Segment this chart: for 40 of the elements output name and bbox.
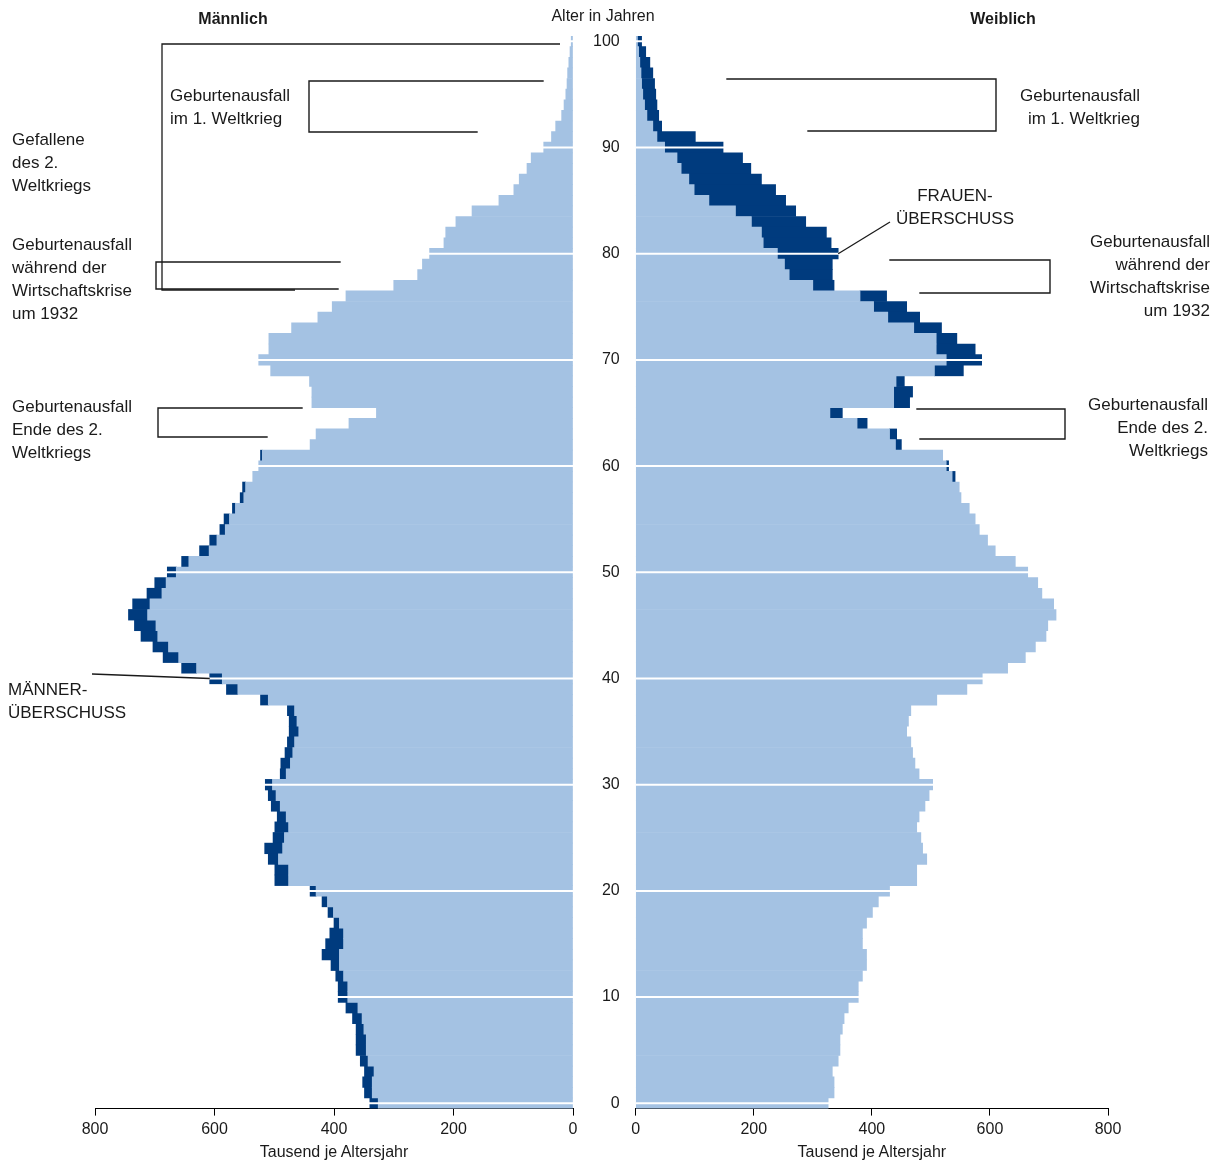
x-tick-label: 400 xyxy=(858,1119,886,1137)
y-tick-label: 40 xyxy=(601,668,620,686)
x-tick-label: 0 xyxy=(568,1119,578,1137)
y-tick-label: 80 xyxy=(601,244,620,262)
y-tick-label: 50 xyxy=(601,562,620,580)
y-tick-label: 60 xyxy=(601,456,620,474)
x-tick-label: 800 xyxy=(81,1119,109,1137)
x-tick-label: 200 xyxy=(740,1119,768,1137)
x-axis-title: Tausend je Altersjahr xyxy=(259,1142,409,1160)
x-tick-label: 0 xyxy=(631,1119,641,1137)
x-tick-label: 800 xyxy=(1094,1119,1122,1137)
text: Gefallene des 2. Weltkriegs xyxy=(12,129,93,197)
y-tick-label: 90 xyxy=(601,137,620,155)
y-tick-label: 100 xyxy=(592,31,620,49)
y-tick-label: 30 xyxy=(601,775,620,793)
x-axis-title: Tausend je Altersjahr xyxy=(797,1142,947,1160)
annotation: Geburtenausfall im 1. Weltkrieg xyxy=(1018,85,1140,130)
bar xyxy=(209,534,218,547)
x-tick-label: 600 xyxy=(201,1119,228,1137)
annotation: Geburtenausfall Ende des 2. Weltkriegs xyxy=(1088,394,1209,462)
annotation: Geburtenausfall im 1. Weltkrieg xyxy=(170,85,292,130)
bar xyxy=(181,662,197,674)
x-tick-label: 200 xyxy=(440,1119,467,1137)
annotation: MÄNNER-ÜBERSCHUSS xyxy=(8,679,128,724)
annotation: Geburtenausfall während der Wirtschaftskrise um 1932 xyxy=(12,234,134,325)
y-axis-title: Alter in Jahren xyxy=(550,7,656,25)
annotation: Geburtenausfall während der Wirtschaftskrise um 1932 xyxy=(1088,231,1210,322)
y-tick-label: 20 xyxy=(601,881,620,899)
y-tick-label: 70 xyxy=(601,350,620,368)
bar xyxy=(199,545,210,557)
x-tick-label: 600 xyxy=(976,1119,1004,1137)
chart-title: Weiblich xyxy=(969,10,1037,28)
chart-title: Männlich xyxy=(197,10,269,28)
annotation: FRAUEN-ÜBERSCHUSS xyxy=(894,185,1016,230)
y-tick-label: 0 xyxy=(610,1093,620,1111)
y-tick-label: 10 xyxy=(601,987,620,1005)
annotation: Geburtenausfall Ende des 2. Weltkriegs xyxy=(12,396,133,464)
bar xyxy=(856,417,868,430)
bar xyxy=(226,683,239,695)
x-tick-label: 400 xyxy=(320,1119,348,1137)
